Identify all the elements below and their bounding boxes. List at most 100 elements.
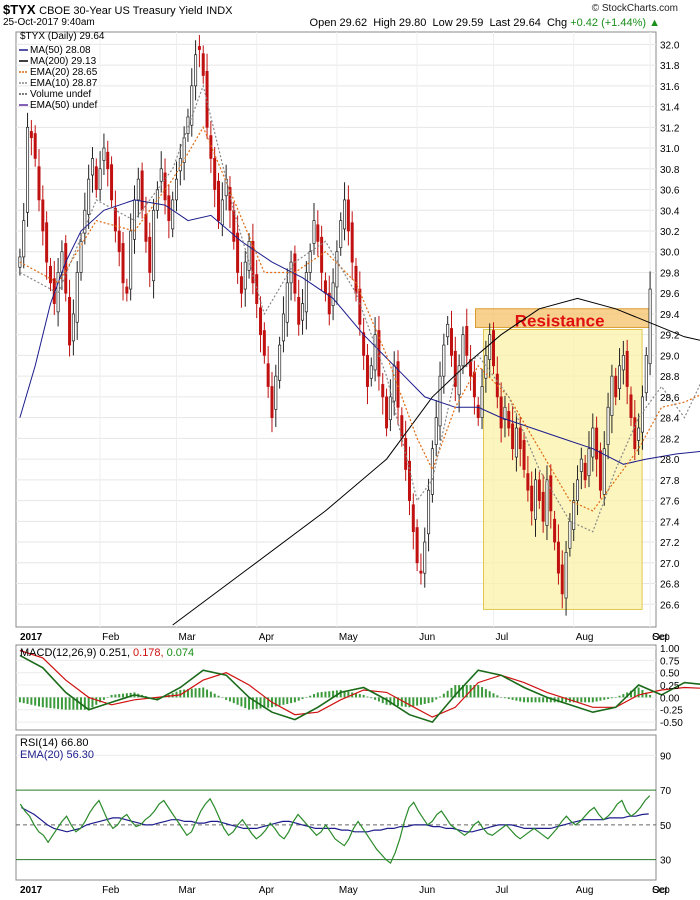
candle-body: [144, 214, 148, 242]
candle-body: [522, 440, 526, 470]
price-tick-label: 31.2: [660, 123, 680, 134]
candle-body: [87, 178, 91, 215]
price-tick-label: 30.8: [660, 165, 680, 176]
macd-hist-bar: [511, 697, 514, 700]
candle-body: [621, 355, 625, 371]
candle-body: [469, 359, 473, 377]
candle-body: [75, 272, 79, 323]
macd-hist-bar: [397, 697, 400, 707]
candle-body: [266, 363, 270, 387]
candle-body: [518, 427, 522, 450]
candle-body: [618, 365, 622, 389]
candle-body: [614, 375, 618, 398]
candle-body: [194, 54, 198, 87]
rsi-x-label: Jun: [419, 885, 435, 896]
candle-body: [285, 282, 289, 323]
macd-hist-bar: [419, 697, 422, 705]
candle-body: [568, 520, 572, 549]
ema20-line: [19, 125, 700, 512]
macd-hist-bar: [637, 687, 640, 698]
candle-body: [239, 276, 243, 294]
macd-tick-label: 0.50: [660, 669, 680, 680]
candle-body: [407, 460, 411, 501]
macd-hist-bar: [377, 697, 380, 702]
legend-entry: $TYX (Daily) 29.64: [20, 31, 105, 42]
candle-body: [545, 479, 549, 526]
candle-body: [514, 427, 518, 458]
candle-body: [255, 274, 259, 304]
price-tick-label: 27.8: [660, 476, 680, 487]
candle-body: [171, 199, 175, 230]
macd-hist-bar: [301, 697, 304, 700]
macd-hist-bar: [603, 697, 606, 700]
candle-body: [453, 350, 457, 387]
macd-hist-bar: [473, 685, 476, 698]
rsi-tick-label: 90: [660, 751, 672, 762]
candle-body: [583, 462, 587, 481]
up-arrow-icon: ▲: [649, 17, 660, 29]
macd-hist-bar: [263, 697, 266, 709]
candle-body: [270, 386, 274, 418]
chart-header: $TYX CBOE 30-Year US Treasury Yield INDX…: [0, 0, 700, 30]
candle-body: [369, 365, 373, 379]
macd-hist-bar: [26, 697, 29, 704]
macd-hist-bar: [53, 697, 56, 709]
macd-hist-bar: [194, 688, 197, 698]
moving-average-lines: [19, 83, 700, 626]
price-x-label: Apr: [259, 632, 275, 643]
candle-body: [602, 448, 606, 495]
candle-body: [331, 282, 335, 307]
macd-hist-bar: [542, 697, 545, 703]
macd-hist-bar: [561, 697, 564, 703]
macd-hist-bar: [374, 697, 377, 700]
macd-hist-bar: [41, 697, 44, 708]
last-value: 29.64: [513, 17, 541, 29]
macd-hist-bar: [450, 687, 453, 698]
brand-logo[interactable]: © StockCharts.com: [591, 3, 678, 14]
macd-hist-bar: [477, 685, 480, 698]
macd-hist-bar: [538, 697, 541, 703]
macd-hist-bar: [557, 697, 560, 703]
macd-hist-bar: [370, 697, 373, 699]
candle-body: [125, 286, 129, 294]
candle-body: [175, 178, 178, 201]
macd-hist-bar: [649, 694, 652, 698]
macd-tick-label: 1.00: [660, 644, 680, 655]
macd-hist-bar: [30, 697, 33, 705]
macd-hist-bar: [240, 697, 243, 707]
macd-hist-bar: [68, 697, 71, 710]
macd-hist-bar: [614, 697, 617, 698]
candle-body: [224, 178, 228, 197]
rsi-x-label: Aug: [576, 885, 594, 896]
macd-hist-bar: [439, 696, 442, 698]
open-label: Open: [309, 17, 337, 29]
macd-hist-bar: [358, 694, 361, 698]
rsi-grid: [16, 754, 656, 861]
macd-hist-bar: [503, 697, 506, 699]
candle-body: [392, 365, 396, 402]
rsi-x-label: Jul: [496, 885, 509, 896]
macd-signal-line: [19, 649, 700, 718]
macd-hist-bar: [297, 697, 300, 701]
last-label: Last: [489, 17, 511, 29]
candle-body: [220, 199, 224, 226]
price-tick-label: 28.2: [660, 434, 680, 445]
candle-body: [480, 386, 484, 418]
candle-body: [205, 70, 209, 128]
candle-body: [530, 485, 534, 512]
macd-hist-bar: [442, 693, 445, 698]
macd-hist-bar: [122, 693, 125, 698]
price-x-label: 2017: [20, 632, 43, 643]
candle-body: [564, 552, 568, 599]
candle-body: [461, 334, 465, 367]
macd-hist-bar: [305, 697, 308, 698]
macd-hist-bar: [251, 697, 254, 710]
candle-body: [492, 330, 495, 367]
macd-hist-bar: [355, 693, 358, 698]
candle-body: [553, 518, 557, 543]
price-x-label: Aug: [576, 632, 594, 643]
legend-entry: MA(50) 28.08: [30, 45, 91, 56]
macd-hist-bar: [618, 695, 621, 698]
macd-hist-bar: [72, 697, 75, 710]
